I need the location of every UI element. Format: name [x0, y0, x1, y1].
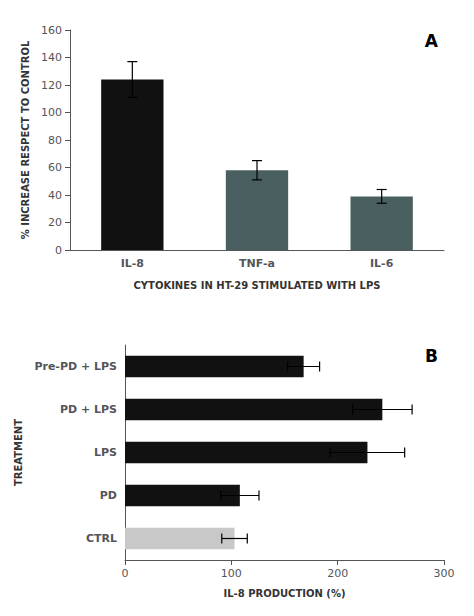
svg-text:TREATMENT: TREATMENT	[13, 419, 24, 486]
svg-text:Pre-PD + LPS: Pre-PD + LPS	[34, 360, 117, 373]
svg-text:IL-8 PRODUCTION (%): IL-8 PRODUCTION (%)	[223, 588, 345, 599]
svg-text:PD + LPS: PD + LPS	[60, 403, 117, 416]
svg-text:CYTOKINES IN HT-29 STIMULATED: CYTOKINES IN HT-29 STIMULATED WITH LPS	[133, 280, 380, 291]
svg-text:CTRL: CTRL	[86, 532, 117, 545]
svg-text:60: 60	[48, 161, 62, 174]
svg-text:100: 100	[221, 567, 242, 580]
svg-text:140: 140	[41, 51, 62, 64]
svg-text:B: B	[425, 346, 438, 366]
svg-text:0: 0	[55, 244, 62, 257]
svg-text:LPS: LPS	[94, 446, 117, 459]
svg-text:% INCREASE RESPECT TO CONTROL: % INCREASE RESPECT TO CONTROL	[20, 40, 31, 239]
svg-text:200: 200	[327, 567, 348, 580]
svg-text:20: 20	[48, 216, 62, 229]
svg-text:TNF-a: TNF-a	[239, 257, 275, 270]
svg-text:160: 160	[41, 24, 62, 37]
svg-text:300: 300	[434, 567, 455, 580]
svg-text:IL-8: IL-8	[121, 257, 144, 270]
svg-text:120: 120	[41, 79, 62, 92]
svg-text:PD: PD	[100, 489, 117, 502]
svg-text:IL-6: IL-6	[370, 257, 394, 270]
svg-text:100: 100	[41, 106, 62, 119]
svg-text:40: 40	[48, 189, 62, 202]
svg-text:0: 0	[122, 567, 129, 580]
svg-text:80: 80	[48, 134, 62, 147]
svg-text:A: A	[425, 31, 439, 51]
